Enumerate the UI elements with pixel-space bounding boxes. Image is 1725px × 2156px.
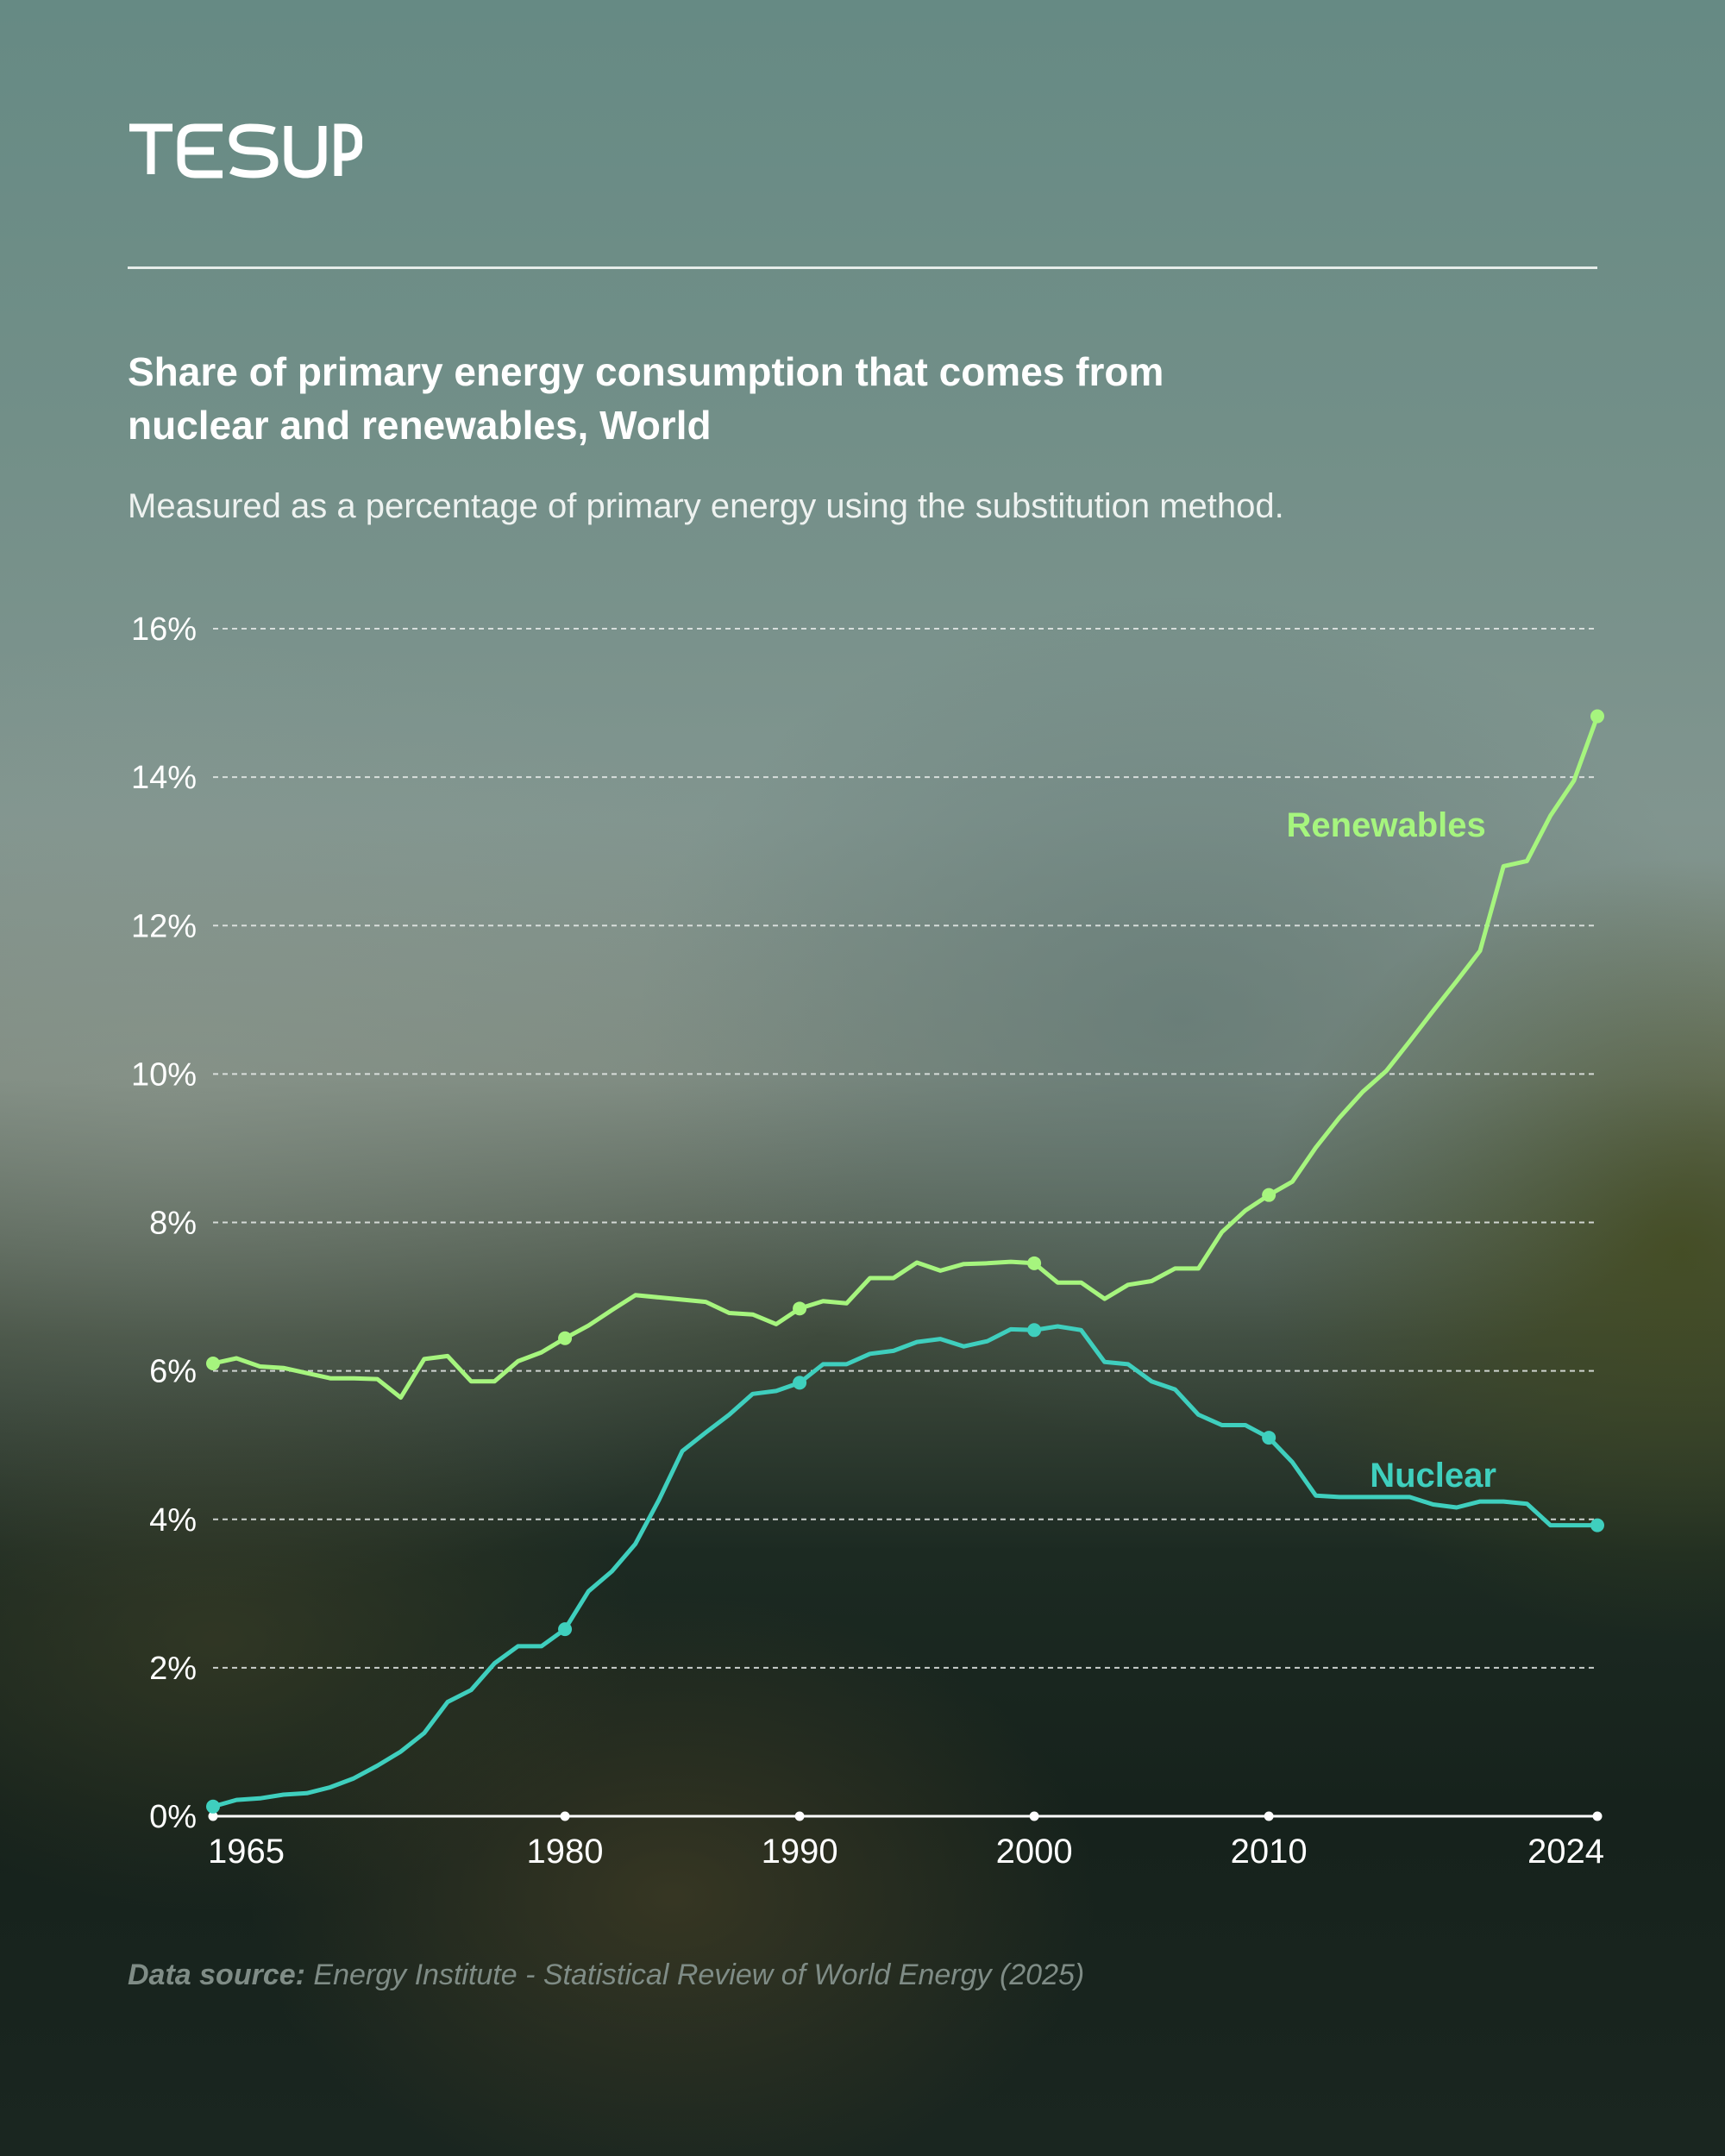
renewables-point [206,1357,220,1371]
chart-title: Share of primary energy consumption that… [128,349,1164,448]
data-source-text: Energy Institute - Statistical Review of… [313,1959,1085,1991]
y-tick-label: 0% [149,1799,197,1835]
x-tick-label: 2010 [1231,1833,1308,1871]
x-tick-label: 2024 [1527,1833,1604,1871]
nuclear-point [1590,1518,1604,1532]
x-tick-label: 1965 [208,1833,285,1871]
header-divider [128,266,1597,269]
y-tick-label: 8% [149,1206,197,1242]
renewables-point [1262,1188,1276,1202]
x-tick-label: 1980 [527,1833,604,1871]
renewables-series-line [210,714,1600,1401]
x-tick-label: 1990 [762,1833,838,1871]
x-tick-label: 2000 [996,1833,1073,1871]
y-tick-label: 2% [149,1651,197,1687]
y-tick-label: 16% [131,611,197,648]
renewables-point [1590,709,1604,724]
y-tick-label: 12% [131,908,197,944]
nuclear-point [558,1622,573,1637]
x-tick-dot [1592,1811,1603,1821]
y-tick-label: 14% [131,760,197,796]
x-tick-dot [560,1811,570,1821]
y-tick-label: 10% [131,1056,197,1093]
data-source: Data source: Energy Institute - Statisti… [128,1956,1594,1994]
nuclear-point [1027,1323,1042,1338]
renewables-point [558,1331,573,1345]
nuclear-point [206,1799,220,1814]
x-tick-dot [794,1811,805,1821]
data-source-label: Data source: [128,1959,305,1991]
x-tick-dot [1264,1811,1274,1821]
y-tick-label: 6% [149,1354,197,1390]
nuclear-series-label: Nuclear [1370,1457,1496,1495]
nuclear-point [1262,1431,1276,1445]
renewables-point [793,1301,807,1316]
y-tick-label: 4% [149,1502,197,1539]
brand-logo [129,123,362,179]
nuclear-series-line [210,1324,1600,1809]
renewables-series-label: Renewables [1287,806,1486,844]
x-tick-dot [208,1811,218,1821]
chart-subtitle: Measured as a percentage of primary ener… [128,487,1284,525]
renewables-point [1027,1256,1042,1270]
x-tick-dot [1029,1811,1039,1821]
nuclear-point [793,1376,807,1390]
